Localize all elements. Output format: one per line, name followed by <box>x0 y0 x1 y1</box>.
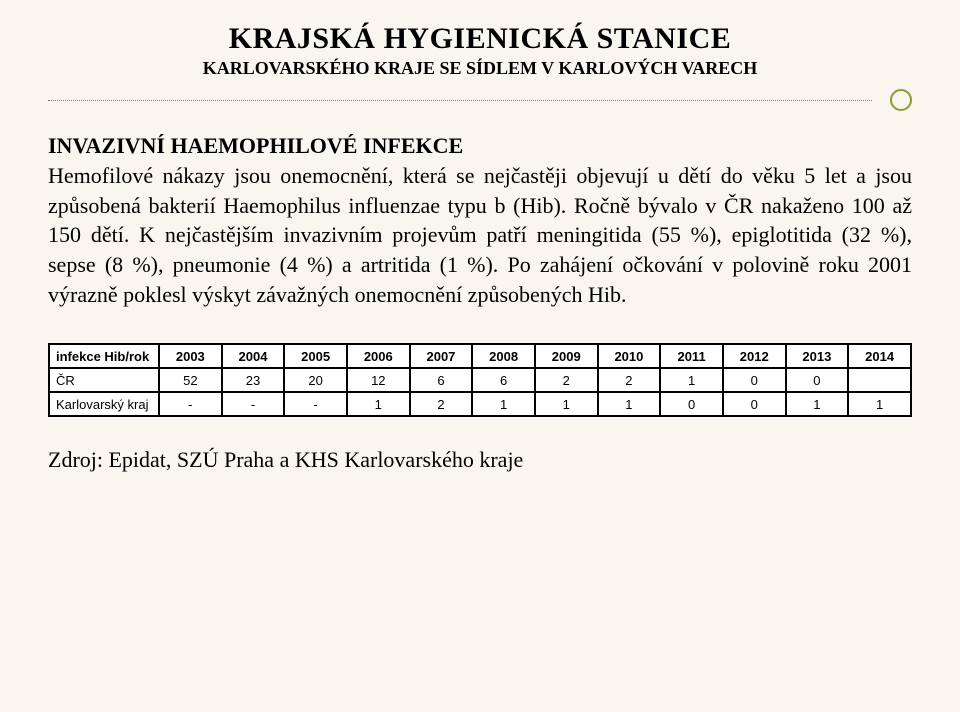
source-text: Zdroj: Epidat, SZÚ Praha a KHS Karlovars… <box>48 447 912 473</box>
table-cell: 1 <box>598 392 661 416</box>
header-divider <box>48 89 912 111</box>
table-year-header: 2009 <box>535 344 598 368</box>
section-heading: INVAZIVNÍ HAEMOPHILOVÉ INFEKCE <box>48 133 912 159</box>
table-cell: 6 <box>472 368 535 392</box>
table-year-header: 2010 <box>598 344 661 368</box>
table-year-header: 2012 <box>723 344 786 368</box>
table-cell: 52 <box>159 368 222 392</box>
table-cell: 1 <box>786 392 849 416</box>
table-year-header: 2005 <box>284 344 347 368</box>
table-cell: 2 <box>535 368 598 392</box>
table-cell: 0 <box>723 368 786 392</box>
table-year-header: 2007 <box>410 344 473 368</box>
table-year-header: 2011 <box>660 344 723 368</box>
table-year-header: 2014 <box>848 344 911 368</box>
table-cell: 2 <box>410 392 473 416</box>
table-cell: 20 <box>284 368 347 392</box>
table-cell: 1 <box>347 392 410 416</box>
table-year-header: 2006 <box>347 344 410 368</box>
table-row: ČR522320126622100 <box>49 368 911 392</box>
divider-line <box>48 100 872 101</box>
table-cell: 6 <box>410 368 473 392</box>
table-cell: 2 <box>598 368 661 392</box>
table-corner: infekce Hib/rok <box>49 344 159 368</box>
table-row: Karlovarský kraj---121110011 <box>49 392 911 416</box>
table-cell: - <box>222 392 285 416</box>
table-row-label: ČR <box>49 368 159 392</box>
table-cell: 1 <box>472 392 535 416</box>
section-paragraph: Hemofilové nákazy jsou onemocnění, která… <box>48 161 912 309</box>
table-header-row: infekce Hib/rok2003200420052006200720082… <box>49 344 911 368</box>
table-cell: 0 <box>660 392 723 416</box>
table-year-header: 2004 <box>222 344 285 368</box>
table-cell: 1 <box>535 392 598 416</box>
table-year-header: 2013 <box>786 344 849 368</box>
table-cell: 1 <box>660 368 723 392</box>
table-year-header: 2003 <box>159 344 222 368</box>
divider-circle-icon <box>890 89 912 111</box>
table-cell: 1 <box>848 392 911 416</box>
table-cell: - <box>284 392 347 416</box>
page-subtitle: KARLOVARSKÉHO KRAJE SE SÍDLEM V KARLOVÝC… <box>48 58 912 79</box>
table-cell: 0 <box>786 368 849 392</box>
table-cell: 12 <box>347 368 410 392</box>
data-table-container: infekce Hib/rok2003200420052006200720082… <box>48 343 912 417</box>
table-cell: - <box>159 392 222 416</box>
table-row-label: Karlovarský kraj <box>49 392 159 416</box>
table-cell <box>848 368 911 392</box>
page-title: KRAJSKÁ HYGIENICKÁ STANICE <box>48 22 912 56</box>
table-cell: 23 <box>222 368 285 392</box>
table-cell: 0 <box>723 392 786 416</box>
table-year-header: 2008 <box>472 344 535 368</box>
data-table: infekce Hib/rok2003200420052006200720082… <box>48 343 912 417</box>
table-body: ČR522320126622100Karlovarský kraj---1211… <box>49 368 911 416</box>
